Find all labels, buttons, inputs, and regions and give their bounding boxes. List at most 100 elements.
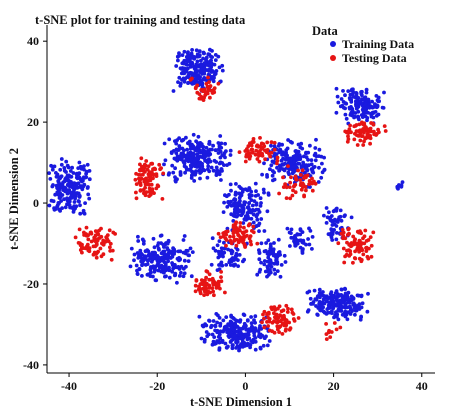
training-point: [255, 217, 260, 222]
training-point: [298, 245, 303, 250]
testing-point: [364, 246, 368, 250]
testing-point: [108, 241, 113, 246]
testing-point: [238, 225, 243, 229]
testing-point: [201, 95, 206, 100]
training-point: [241, 221, 246, 225]
testing-point: [374, 133, 378, 137]
testing-point: [274, 320, 279, 324]
training-point: [292, 160, 296, 165]
training-point: [294, 151, 299, 156]
training-point: [245, 318, 250, 323]
testing-point: [291, 312, 296, 316]
training-point: [324, 299, 329, 304]
testing-point: [107, 228, 112, 233]
testing-point: [205, 269, 210, 274]
training-point: [85, 186, 90, 190]
testing-point: [141, 172, 145, 177]
training-point: [220, 153, 225, 158]
training-point: [171, 89, 176, 93]
testing-point: [351, 260, 355, 265]
training-point: [343, 112, 348, 117]
training-point: [307, 242, 312, 247]
training-point: [231, 219, 236, 223]
training-point: [365, 309, 370, 314]
testing-point: [251, 224, 256, 229]
testing-point: [211, 289, 216, 294]
testing-point: [272, 330, 277, 335]
testing-point: [351, 234, 356, 239]
training-point: [271, 253, 276, 258]
testing-point: [145, 167, 150, 172]
training-point: [259, 327, 264, 331]
training-point: [208, 47, 212, 52]
testing-point: [206, 88, 211, 93]
training-point: [201, 148, 205, 152]
testing-point: [246, 149, 250, 154]
training-point: [350, 107, 355, 111]
x-axis-ticks: -40 -20 0 20 40: [61, 373, 428, 393]
testing-point: [153, 167, 158, 172]
training-point: [234, 202, 239, 207]
testing-point: [262, 316, 266, 321]
training-point: [218, 134, 223, 138]
training-point: [204, 154, 208, 158]
training-point: [228, 153, 233, 157]
testing-point: [270, 320, 275, 325]
training-point: [68, 190, 73, 195]
testing-point: [300, 168, 305, 173]
training-point: [247, 193, 252, 197]
training-point: [210, 342, 215, 347]
training-point: [184, 158, 189, 162]
training-point: [225, 163, 229, 168]
training-point: [223, 341, 228, 346]
training-point: [196, 141, 200, 146]
testing-point: [231, 229, 236, 234]
training-point: [181, 137, 186, 142]
testing-point: [247, 156, 252, 161]
training-point: [269, 163, 274, 168]
training-point: [271, 247, 276, 252]
testing-point: [289, 175, 293, 180]
testing-point: [205, 281, 209, 286]
training-point: [209, 165, 214, 170]
training-point: [312, 165, 317, 169]
training-point: [237, 348, 241, 353]
training-point: [172, 273, 177, 278]
testing-point: [265, 311, 270, 316]
training-point: [162, 162, 166, 167]
testing-point: [141, 188, 146, 192]
training-point: [365, 116, 370, 120]
training-point: [265, 209, 270, 214]
testing-point: [207, 80, 211, 84]
testing-point: [348, 123, 352, 128]
training-point: [175, 177, 179, 182]
training-point: [308, 143, 312, 148]
training-point: [144, 254, 148, 259]
training-point: [300, 240, 305, 245]
training-point: [335, 231, 339, 235]
testing-point: [243, 159, 248, 164]
testing-point: [157, 162, 162, 167]
training-point: [190, 173, 194, 178]
training-point: [248, 345, 253, 350]
training-point: [79, 166, 84, 171]
testing-point: [210, 286, 215, 290]
training-point: [140, 262, 145, 267]
training-point: [224, 149, 228, 154]
training-point: [366, 97, 371, 102]
training-point: [220, 161, 225, 165]
training-point: [197, 49, 202, 54]
testing-point: [251, 150, 255, 155]
testing-point: [262, 148, 267, 153]
training-point: [195, 63, 200, 68]
training-point: [212, 158, 217, 163]
testing-point: [288, 326, 293, 331]
training-point: [322, 155, 326, 160]
training-point: [214, 165, 219, 170]
training-point: [71, 171, 76, 175]
training-point: [262, 262, 267, 267]
testing-point: [357, 133, 362, 137]
testing-point: [249, 242, 254, 247]
training-point: [339, 287, 344, 292]
testing-point: [371, 122, 376, 127]
